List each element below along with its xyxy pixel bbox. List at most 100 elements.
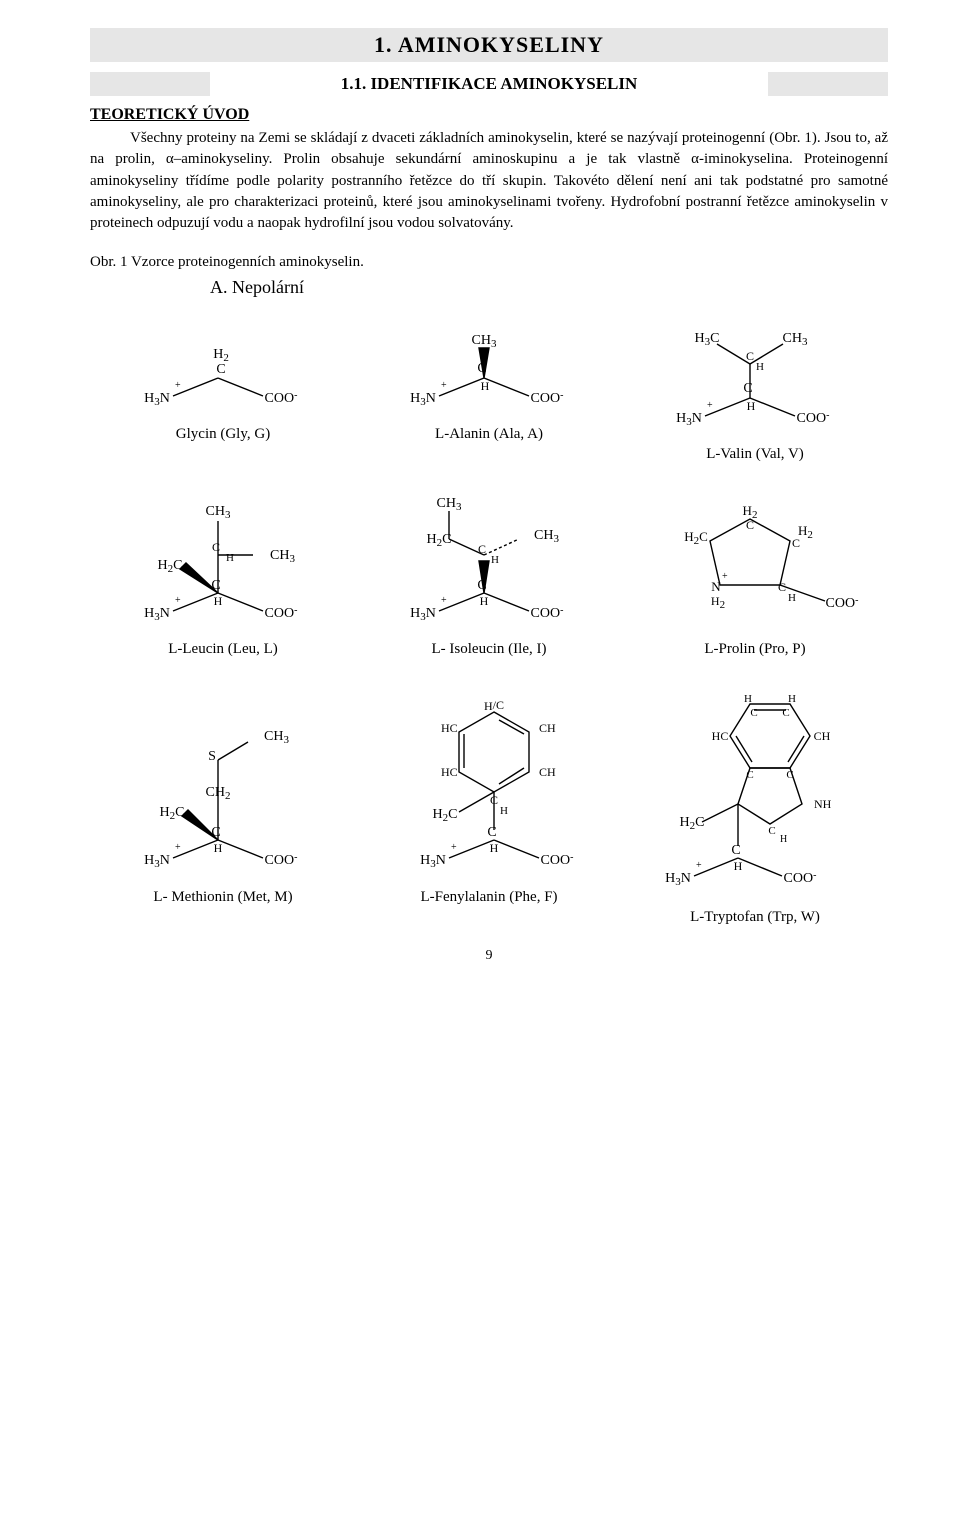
- svg-text:H: H: [491, 554, 499, 566]
- svg-text:H: H: [481, 379, 490, 393]
- svg-text:COO-: COO-: [797, 410, 830, 426]
- structure-trp: H H C C HC CH C C NH C H H2C C H H3N + C…: [630, 686, 880, 901]
- svg-text:CH: CH: [539, 765, 556, 779]
- svg-text:H3N: H3N: [144, 606, 170, 623]
- svg-text:+: +: [451, 842, 457, 853]
- svg-text:H: H: [780, 834, 787, 845]
- amino-cell-gly: C H2 H3N + COO- Glycin (Gly, G): [90, 318, 356, 463]
- svg-text:H: H: [788, 592, 796, 604]
- svg-text:C: C: [478, 542, 486, 556]
- svg-text:H2: H2: [798, 523, 813, 541]
- structure-met: CH3 S CH2 H2C C H H3N + COO-: [118, 686, 328, 881]
- page-number: 9: [90, 948, 888, 964]
- svg-text:COO-: COO-: [826, 595, 859, 611]
- svg-text:+: +: [707, 400, 713, 411]
- svg-text:H2C: H2C: [433, 807, 458, 824]
- svg-text:C: C: [746, 518, 754, 532]
- amino-cell-trp: H H C C HC CH C C NH C H H2C C H H3N + C…: [622, 686, 888, 926]
- svg-text:H3C: H3C: [695, 331, 720, 348]
- svg-text:C: C: [477, 578, 486, 593]
- amino-name: L- Isoleucin (Ile, I): [432, 641, 547, 658]
- svg-text:+: +: [175, 380, 181, 391]
- svg-text:CH3: CH3: [534, 528, 559, 545]
- svg-text:H2C: H2C: [158, 558, 183, 575]
- svg-text:+: +: [175, 595, 181, 606]
- svg-text:H: H: [788, 693, 796, 705]
- amino-cell-pro: H2 C H2 C H2C N + H2 C H COO- L-Prolin (…: [622, 483, 888, 658]
- svg-text:H: H: [500, 805, 508, 817]
- amino-name: L-Prolin (Pro, P): [704, 641, 805, 658]
- svg-text:COO-: COO-: [784, 870, 817, 886]
- svg-text:COO-: COO-: [265, 605, 298, 621]
- structure-phe: H/C CH CH HC HC C H H2C C H H3N + COO-: [379, 686, 599, 881]
- svg-text:C: C: [750, 707, 757, 719]
- amino-row-3: CH3 S CH2 H2C C H H3N + COO- L- Methioni…: [90, 686, 888, 926]
- svg-text:COO-: COO-: [265, 390, 298, 406]
- left-strip: [90, 72, 210, 96]
- amino-name: L- Methionin (Met, M): [153, 889, 292, 906]
- amino-row-1: C H2 H3N + COO- Glycin (Gly, G) CH3 C H …: [90, 318, 888, 463]
- svg-text:H: H: [226, 552, 234, 564]
- svg-text:+: +: [175, 842, 181, 853]
- svg-text:N: N: [711, 579, 721, 594]
- svg-text:CH2: CH2: [206, 785, 231, 802]
- right-strip: [768, 72, 888, 96]
- svg-text:COO-: COO-: [531, 605, 564, 621]
- intro-heading-text: TEORETICKÝ ÚVOD: [90, 106, 249, 123]
- structure-pro: H2 C H2 C H2C N + H2 C H COO-: [640, 483, 870, 633]
- svg-text:CH: CH: [539, 721, 556, 735]
- svg-text:COO-: COO-: [531, 390, 564, 406]
- svg-text:H2C: H2C: [160, 805, 185, 822]
- svg-text:S: S: [208, 749, 216, 764]
- svg-text:C: C: [743, 381, 752, 396]
- svg-text:+: +: [696, 860, 702, 871]
- svg-text:CH3: CH3: [270, 548, 295, 565]
- svg-text:C: C: [786, 769, 793, 781]
- svg-text:H: H: [480, 594, 489, 608]
- svg-text:C: C: [746, 349, 754, 363]
- amino-name: L-Tryptofan (Trp, W): [690, 909, 820, 926]
- svg-text:H2C: H2C: [680, 815, 705, 832]
- svg-text:H3N: H3N: [665, 871, 691, 888]
- intro-paragraph: Všechny proteiny na Zemi se skládají z d…: [90, 128, 888, 234]
- svg-text:C: C: [487, 825, 496, 840]
- amino-name: L-Valin (Val, V): [706, 446, 804, 463]
- svg-text:CH3: CH3: [206, 504, 231, 521]
- svg-text:COO-: COO-: [541, 852, 574, 868]
- svg-text:C: C: [782, 707, 789, 719]
- amino-name: L-Alanin (Ala, A): [435, 426, 543, 443]
- amino-cell-met: CH3 S CH2 H2C C H H3N + COO- L- Methioni…: [90, 686, 356, 926]
- svg-text:C: C: [731, 843, 740, 858]
- figure-caption: Obr. 1 Vzorce proteinogenních aminokysel…: [90, 254, 888, 271]
- svg-text:HC: HC: [441, 765, 458, 779]
- svg-text:H3N: H3N: [410, 606, 436, 623]
- svg-text:H2C: H2C: [427, 532, 452, 549]
- structure-gly: C H2 H3N + COO-: [123, 318, 323, 418]
- svg-text:C: C: [211, 578, 220, 593]
- svg-text:H: H: [744, 693, 752, 705]
- svg-text:CH3: CH3: [437, 496, 462, 513]
- svg-text:CH3: CH3: [783, 331, 808, 348]
- amino-cell-val: H3C CH3 C H C H H3N + COO- L-Valin (Val,…: [622, 318, 888, 463]
- svg-text:H3N: H3N: [144, 391, 170, 408]
- amino-cell-leu: CH3 CH3 H2C C H C H H3N + COO- L-Leucin …: [90, 483, 356, 658]
- svg-text:NH: NH: [814, 797, 832, 811]
- svg-text:H: H: [747, 399, 756, 413]
- subheader: 1.1. IDENTIFIKACE AMINOKYSELIN: [210, 74, 768, 94]
- page-title: 1. AMINOKYSELINY: [374, 32, 604, 58]
- svg-text:+: +: [441, 380, 447, 391]
- svg-text:H/C: H/C: [484, 698, 504, 713]
- svg-text:+: +: [441, 595, 447, 606]
- svg-text:C: C: [746, 769, 753, 781]
- svg-text:CH: CH: [814, 729, 831, 743]
- svg-text:H: H: [214, 841, 223, 855]
- amino-cell-ala: CH3 C H H3N + COO- L-Alanin (Ala, A): [356, 318, 622, 463]
- svg-text:C: C: [216, 362, 225, 377]
- structure-leu: CH3 CH3 H2C C H C H H3N + COO-: [118, 483, 328, 633]
- svg-text:C: C: [211, 825, 220, 840]
- subheader-row: 1.1. IDENTIFIKACE AMINOKYSELIN: [90, 72, 888, 96]
- svg-text:HC: HC: [712, 729, 729, 743]
- svg-text:CH3: CH3: [472, 333, 497, 350]
- svg-text:C: C: [768, 825, 775, 837]
- svg-text:COO-: COO-: [265, 852, 298, 868]
